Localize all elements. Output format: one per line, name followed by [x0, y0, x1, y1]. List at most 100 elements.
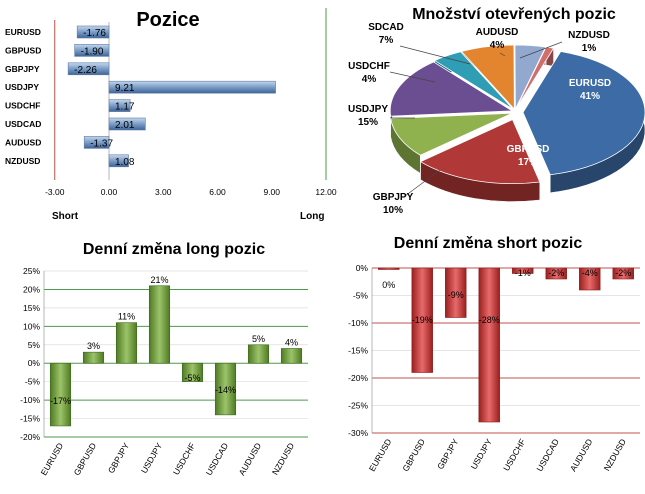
- bar-gbpjpy: [445, 267, 467, 318]
- value-label-usdchf: -1%: [515, 268, 531, 278]
- bar-audusd: [247, 344, 270, 364]
- value-label-gbpjpy: -9%: [448, 290, 464, 300]
- x-tick-label: 6.00: [209, 187, 226, 197]
- bar-usdchf: [512, 267, 534, 274]
- value-label-eurusd: 0%: [382, 280, 395, 290]
- category-label-nzdusd: NZDUSD: [5, 156, 40, 166]
- value-label-gbpjpy: -2.26: [74, 65, 97, 76]
- pie-slice-nzdusd: [515, 46, 555, 110]
- positions-value-labels: -1.76 -1.90 -2.26 9.21 1.17 2.01-1.371.08: [74, 28, 135, 168]
- long-change-bars: [49, 285, 303, 427]
- category-label-audusd: AUDUSD: [5, 137, 41, 147]
- category-label-usdchf: USDCHF: [171, 441, 197, 477]
- bar-usdcad: [545, 267, 567, 280]
- value-label-usdcad: 2.01: [115, 120, 135, 131]
- value-label-gbpusd: -19%: [412, 315, 433, 325]
- bar-gbpusd: [411, 267, 433, 373]
- bar-usdcad: [214, 362, 237, 416]
- y-tick-label: -20%: [348, 373, 368, 383]
- category-label-usdchf: USDCHF: [501, 437, 527, 473]
- y-tick-label: 0%: [356, 263, 369, 273]
- category-label-gbpusd: GBPUSD: [5, 45, 41, 55]
- category-label-eurusd: EURUSD: [367, 437, 394, 473]
- y-tick-label: -5%: [353, 291, 369, 301]
- value-label-usdchf: -5%: [184, 373, 200, 383]
- value-label-nzdusd: -2%: [615, 268, 631, 278]
- value-label-usdcad: -14%: [215, 385, 236, 395]
- category-label-usdcad: USDCAD: [5, 119, 41, 129]
- bar-usdjpy: [478, 267, 500, 423]
- bar-usdchf: [181, 362, 204, 382]
- value-label-audusd: -1.37: [90, 138, 113, 149]
- bar-audusd: [83, 136, 110, 149]
- pie-label-name-nzdusd: NZDUSD: [568, 30, 610, 41]
- bar-nzdusd: [612, 267, 634, 280]
- short-change-title: Denní změna short pozic: [394, 235, 583, 252]
- value-label-gbpusd: 3%: [87, 341, 100, 351]
- pie-leader-sdcad: [399, 45, 471, 65]
- y-tick-label: -10%: [348, 318, 368, 328]
- y-tick-label: 5%: [28, 340, 41, 350]
- value-label-eurusd: -1.76: [83, 28, 106, 39]
- bar-eurusd: [49, 362, 72, 427]
- y-tick-label: -5%: [25, 377, 41, 387]
- category-label-usdcad: USDCAD: [204, 441, 231, 477]
- value-label-usdjpy: 9.21: [115, 83, 135, 94]
- value-label-usdjpy: -28%: [479, 315, 500, 325]
- value-label-eurusd: -17%: [50, 396, 71, 406]
- y-tick-label: -15%: [348, 346, 368, 356]
- x-tick-label: 0.00: [101, 187, 118, 197]
- y-tick-label: -10%: [20, 395, 40, 405]
- bar-gbpusd: [82, 351, 105, 364]
- value-label-gbpusd: -1.90: [81, 46, 104, 57]
- pie-title: Množství otevřených pozic: [412, 6, 616, 23]
- long-change-grid: [43, 270, 308, 438]
- long-change-category-labels: EURUSD GBPUSD GBPJPY USDJPY USDCHF USDCAD AUDU…: [39, 441, 297, 477]
- pie-slice-usdjpy: [389, 61, 514, 117]
- short-change-category-labels: EURUSD GBPUSD GBPJPY USDJPY USDCHF USDCAD AUDU…: [367, 437, 628, 473]
- pie-label-name-eurusd: EURUSD: [569, 78, 611, 89]
- pie-label-name-usdchf: USDCHF: [348, 61, 390, 72]
- pie-label-pct-sdcad: 7%: [379, 35, 394, 46]
- category-label-gbpjpy: GBPJPY: [106, 441, 132, 475]
- x-tick-label: 12.00: [315, 187, 337, 197]
- y-tick-label: -15%: [20, 414, 40, 424]
- pie-leader-gbpjpy: [404, 169, 441, 197]
- category-label-usdjpy: USDJPY: [469, 437, 495, 471]
- pie-label-name-gbpusd: GBPUSD: [507, 144, 550, 155]
- long-label: Long: [300, 211, 324, 222]
- pie-slice-gbpjpy: [390, 112, 513, 156]
- long-change-value-labels: -17% 3% 11% 21% -5% -14% 5% 4%: [50, 275, 298, 406]
- y-tick-label: -20%: [20, 432, 40, 442]
- positions-chart: Pozice EURUSD GBPUSD GBPJPY USDJPY USDCHF USD…: [5, 8, 337, 222]
- long-change-chart: Denní změna long pozic -20% -15% -10% -5% 0%…: [20, 241, 308, 477]
- pie-label-name-audusd: AUDUSD: [476, 27, 519, 38]
- category-label-usdchf: USDCHF: [5, 101, 40, 111]
- category-label-gbpjpy: GBPJPY: [5, 64, 40, 74]
- short-change-y-tick-labels: -30% -25% -20% -15% -10% -5% 0%: [348, 263, 368, 438]
- pie-label-pct-gbpusd: 17%: [518, 157, 538, 168]
- y-tick-label: 10%: [23, 321, 40, 331]
- category-label-gbpusd: GBPUSD: [400, 437, 427, 473]
- pie-leader-nzdusd: [519, 41, 563, 59]
- bar-audusd: [579, 267, 601, 291]
- positions-chart-title: Pozice: [136, 9, 199, 31]
- bar-usdjpy: [148, 285, 171, 364]
- pie-label-pct-nzdusd: 1%: [582, 43, 597, 54]
- value-label-gbpjpy: 11%: [118, 312, 135, 322]
- value-label-usdcad: -2%: [548, 268, 564, 278]
- short-change-bars: [378, 267, 634, 423]
- open-positions-pie: Množství otevřených pozic EURUSD 41% GBPUS…: [348, 6, 645, 216]
- value-label-audusd: -4%: [582, 268, 598, 278]
- pie-label-pct-audusd: 4%: [490, 40, 505, 51]
- positions-x-tick-labels: -3.00 0.00 3.00 6.00 9.00 12.00: [45, 187, 337, 197]
- short-label: Short: [52, 211, 79, 222]
- bar-gbpusd: [74, 44, 110, 57]
- category-label-eurusd: EURUSD: [39, 441, 66, 477]
- pie-label-pct-usdchf: 4%: [362, 74, 377, 85]
- x-tick-label: -3.00: [45, 187, 65, 197]
- y-tick-label: 20%: [23, 284, 40, 294]
- pie-slice-usdchf: [433, 51, 514, 110]
- pie-slice-gbpusd: [419, 119, 541, 185]
